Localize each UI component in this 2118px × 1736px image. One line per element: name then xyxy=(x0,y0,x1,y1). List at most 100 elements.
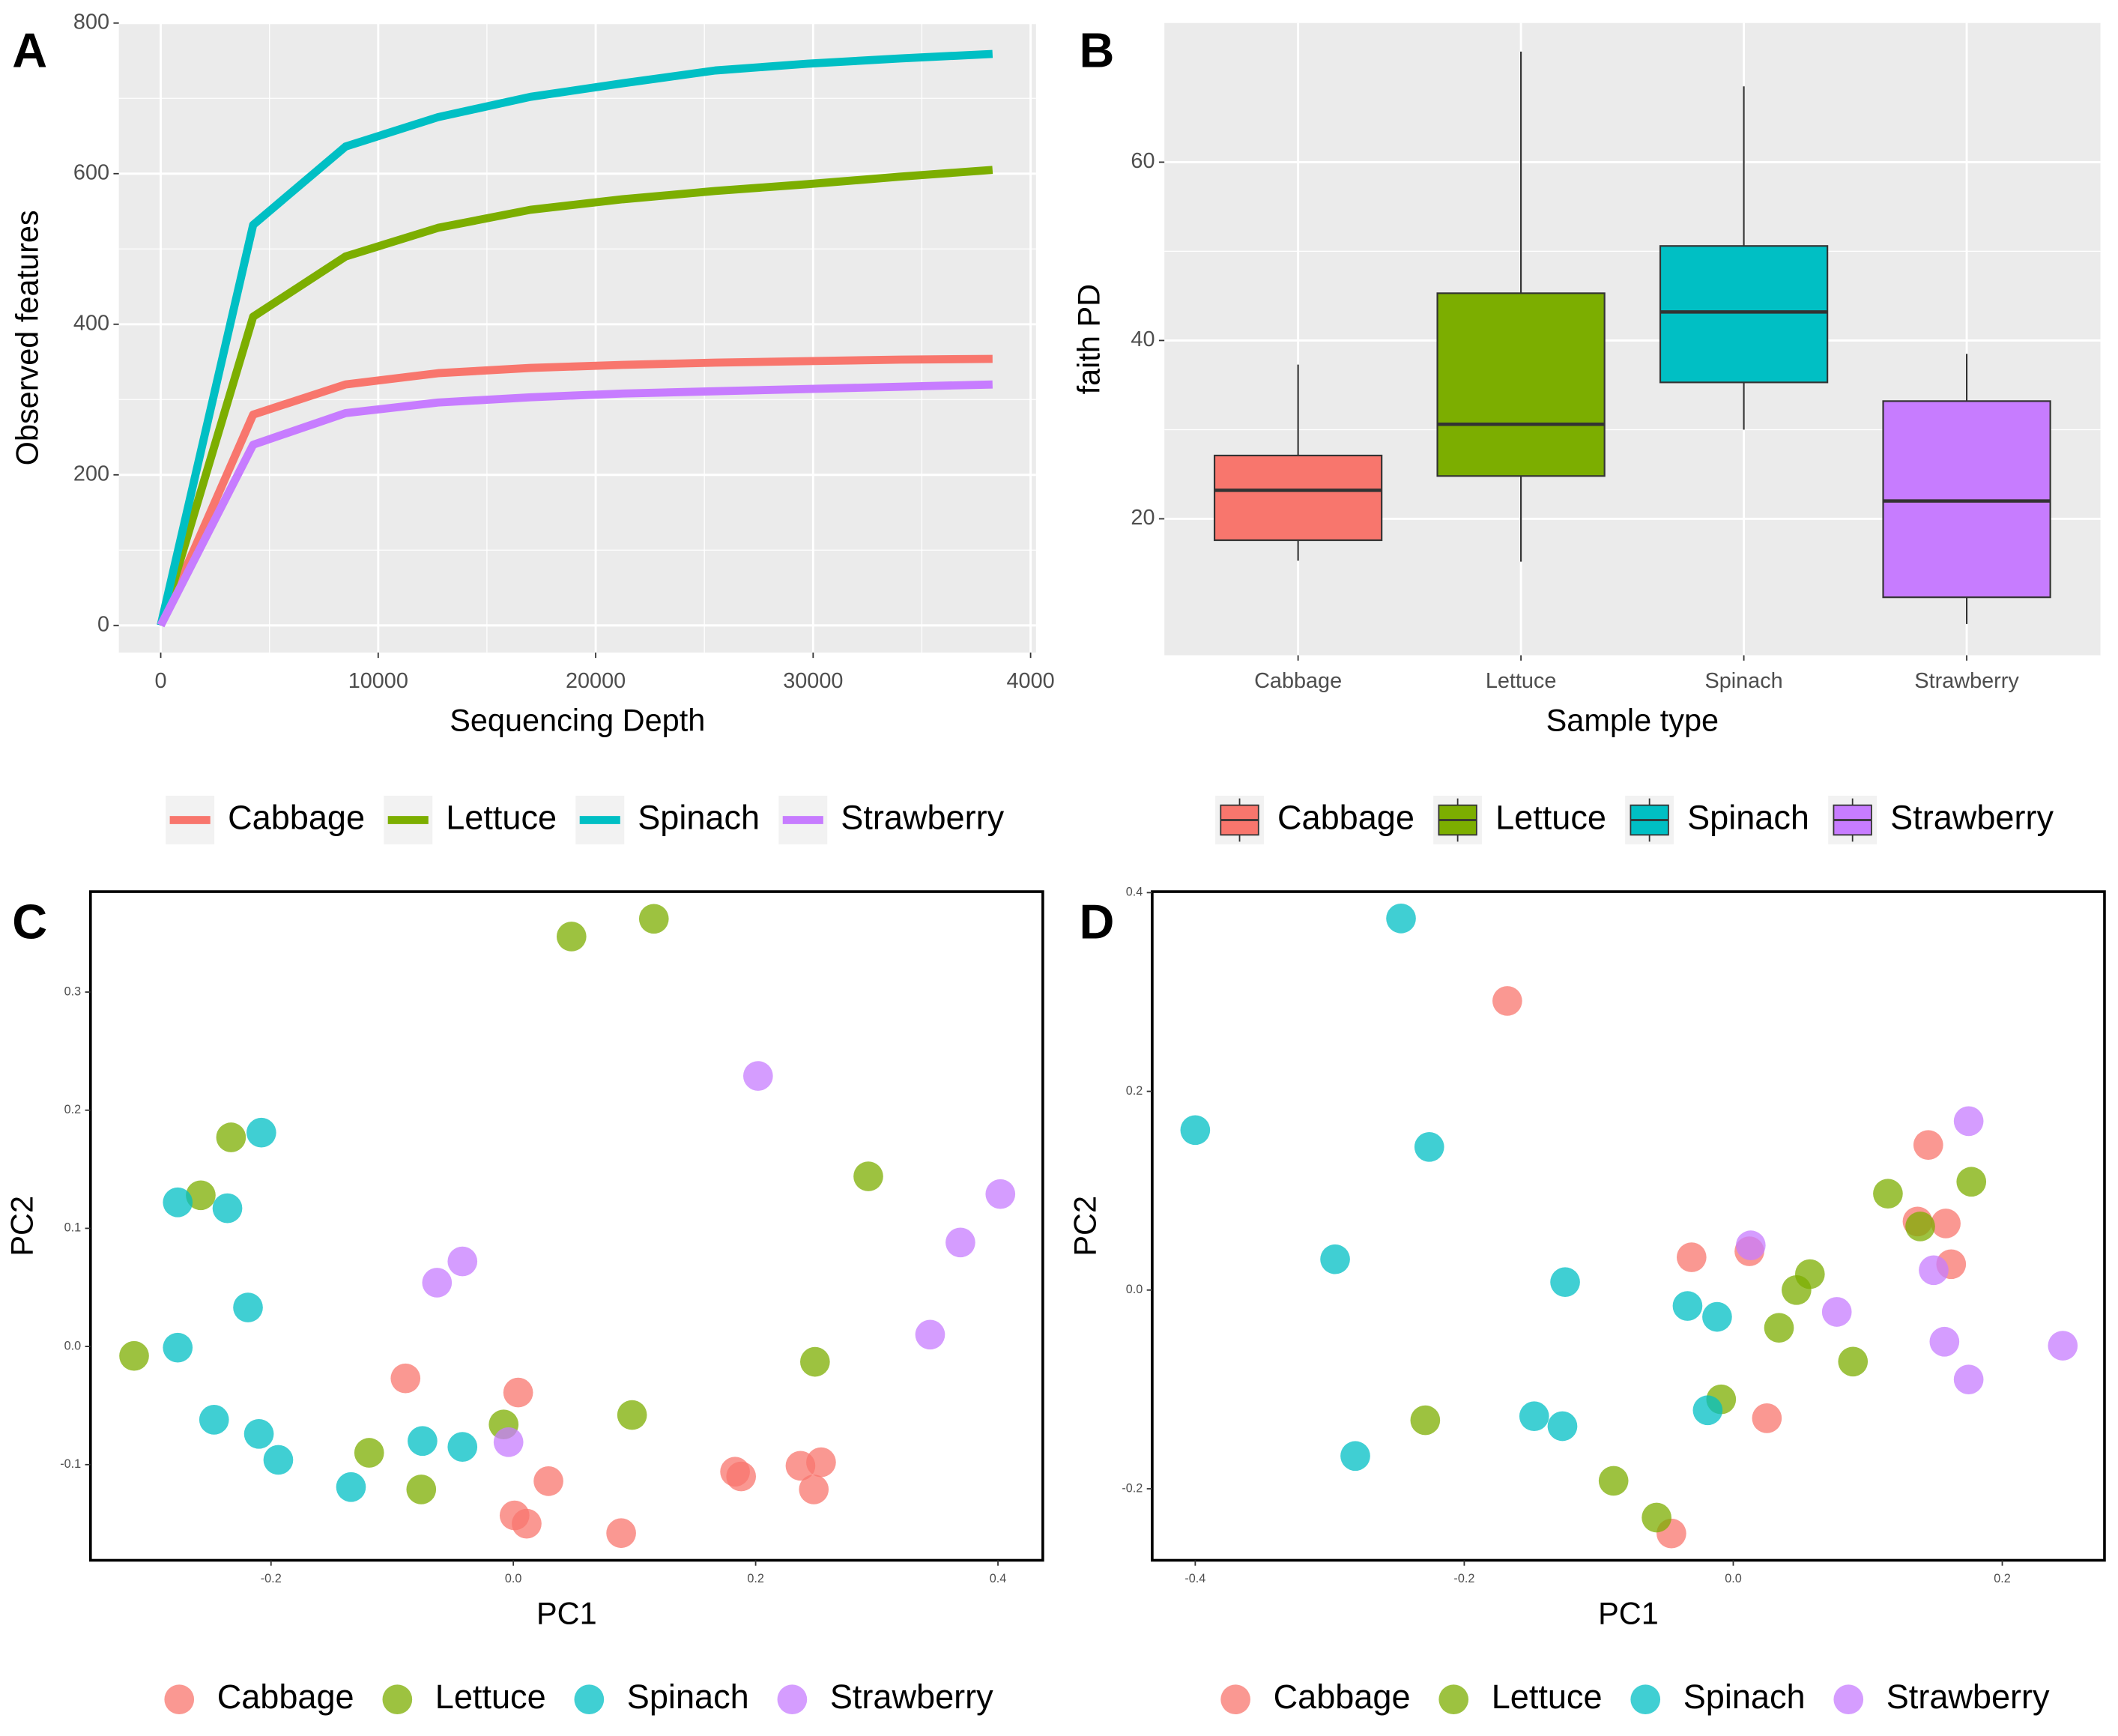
x-axis-title: Sequencing Depth xyxy=(450,703,705,738)
point xyxy=(1905,1212,1935,1241)
panel-letter: B xyxy=(1080,22,1115,77)
legend-label: Lettuce xyxy=(446,798,557,836)
legend-label: Cabbage xyxy=(217,1678,354,1716)
box xyxy=(1882,400,2051,599)
y-tick-label: 0.4 xyxy=(1126,886,1143,899)
legend: Cabbage Lettuce Spinach Strawberry xyxy=(154,1675,993,1724)
point xyxy=(1956,1167,1987,1197)
y-axis-title: Observed features xyxy=(10,210,45,465)
point xyxy=(1873,1179,1903,1209)
y-tick-label: 0.1 xyxy=(64,1221,82,1235)
x-tick-label: 0.2 xyxy=(747,1572,764,1585)
point xyxy=(199,1405,229,1435)
point xyxy=(726,1461,757,1492)
x-axis-title: Sample type xyxy=(1546,703,1719,738)
y-axis-title: PC2 xyxy=(4,1196,39,1256)
legend-key xyxy=(1438,1684,1469,1715)
point xyxy=(1782,1274,1812,1305)
point xyxy=(1519,1401,1549,1432)
plot-background xyxy=(118,22,1036,653)
legend-label: Spinach xyxy=(627,1678,749,1716)
point xyxy=(1180,1115,1211,1146)
legend-key xyxy=(1833,1684,1864,1715)
legend-label: Lettuce xyxy=(435,1678,546,1716)
panel: -0.1 0.0 0.1 0.2 0.3 -0.2 0.0 0.2 0.4 PC1 PC2 C Cabb… xyxy=(4,890,1044,1724)
point xyxy=(800,1346,830,1377)
point xyxy=(1953,1364,1984,1394)
x-axis-title: PC1 xyxy=(536,1595,597,1630)
legend-label: Cabbage xyxy=(1277,798,1414,836)
box xyxy=(1659,245,1829,384)
point xyxy=(1340,1441,1370,1472)
x-tick-label: 0.4 xyxy=(990,1572,1007,1585)
x-tick-label: 10000 xyxy=(348,669,408,693)
y-tick-label: 0.0 xyxy=(1126,1283,1143,1296)
panel: -0.2 0.0 0.2 0.4 -0.4 -0.2 0.0 0.2 PC1 PC2 D Cabbag… xyxy=(1067,886,2106,1724)
legend-key xyxy=(574,1684,605,1715)
legend-key xyxy=(1220,1684,1250,1715)
x-tick-label: Spinach xyxy=(1704,669,1782,693)
y-tick-label: 0.3 xyxy=(64,985,82,998)
line xyxy=(157,354,993,627)
x-tick-label: 0.2 xyxy=(1994,1572,2011,1585)
point xyxy=(408,1426,438,1457)
y-tick-label: 200 xyxy=(73,462,109,486)
y-tick-label: 0.2 xyxy=(64,1103,82,1116)
legend-key xyxy=(164,1684,195,1715)
point xyxy=(1919,1255,1949,1286)
point xyxy=(233,1292,263,1322)
point xyxy=(243,1418,274,1449)
plot-border xyxy=(88,890,1044,1562)
point xyxy=(1838,1346,1869,1377)
point xyxy=(1913,1130,1943,1161)
y-axis-title: faith PD xyxy=(1071,284,1107,394)
line xyxy=(157,380,993,628)
point xyxy=(447,1246,478,1277)
legend: Cabbage Lettuce Spinach Strawberry xyxy=(166,796,1005,844)
point xyxy=(606,1518,636,1549)
panel-letter: A xyxy=(12,22,47,77)
point xyxy=(1414,1132,1444,1162)
x-tick-label: -0.4 xyxy=(1184,1572,1205,1585)
box xyxy=(1213,454,1383,542)
y-tick-label: 40 xyxy=(1131,327,1155,351)
point xyxy=(163,1187,193,1218)
point xyxy=(617,1400,647,1430)
x-tick-label: -0.2 xyxy=(1453,1572,1474,1585)
point xyxy=(354,1438,384,1468)
x-tick-label: 30000 xyxy=(783,669,843,693)
plot-border xyxy=(1151,890,2106,1562)
point xyxy=(1550,1267,1580,1298)
point xyxy=(2048,1331,2078,1361)
point xyxy=(447,1432,478,1462)
point xyxy=(163,1332,193,1363)
legend-label: Cabbage xyxy=(228,798,365,836)
point xyxy=(336,1472,366,1502)
point xyxy=(743,1061,773,1091)
legend-key xyxy=(382,1684,413,1715)
legend-label: Spinach xyxy=(638,798,760,836)
point xyxy=(1492,986,1522,1016)
point xyxy=(186,1180,216,1211)
point xyxy=(503,1377,533,1408)
legend-label: Cabbage xyxy=(1274,1678,1411,1716)
point xyxy=(533,1466,563,1496)
y-tick-label: 20 xyxy=(1131,506,1155,530)
y-tick-label: 0 xyxy=(97,612,109,636)
y-tick-label: 0.2 xyxy=(1126,1084,1143,1098)
point xyxy=(406,1475,437,1504)
legend-label: Strawberry xyxy=(841,798,1004,836)
legend-label: Lettuce xyxy=(1492,1678,1603,1716)
legend-label: Strawberry xyxy=(830,1678,993,1716)
point xyxy=(1386,904,1416,934)
point xyxy=(422,1268,453,1298)
point xyxy=(1676,1242,1707,1272)
box xyxy=(1436,292,1606,477)
y-tick-label: 0.0 xyxy=(64,1339,82,1352)
point xyxy=(390,1363,421,1394)
panel-letter: C xyxy=(12,894,47,949)
point xyxy=(212,1193,243,1224)
point xyxy=(246,1117,276,1148)
point xyxy=(512,1508,542,1539)
x-tick-label: Lettuce xyxy=(1486,669,1557,693)
